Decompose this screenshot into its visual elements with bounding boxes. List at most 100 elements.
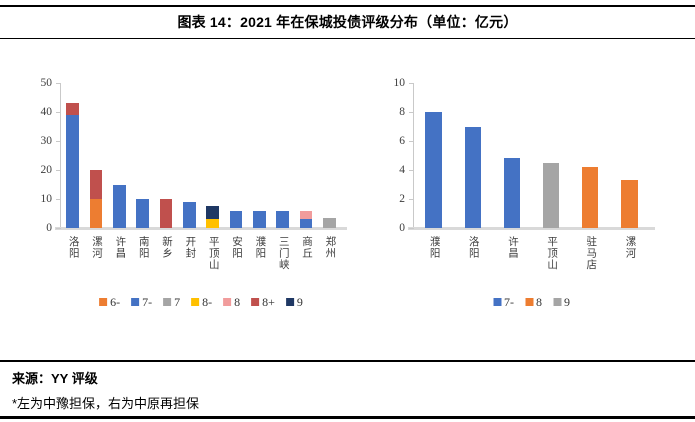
bar-segment-rating-8--平顶山 [206,219,220,228]
legend-swatch-icon [251,298,260,306]
legend-item-rating-7-: 7- [131,296,152,308]
x-axis-category-label: 漯河 [84,236,107,259]
bar-segment-rating-7--洛阳 [464,126,481,228]
bar-segment-rating-8-商丘 [299,210,313,220]
y-axis-tick-label: 40 [40,105,53,118]
x-axis-line [408,227,655,230]
y-axis-tick-label: 10 [393,76,406,89]
legend-item-rating-8+: 8+ [251,296,275,308]
x-axis-category-text: 开封 [184,236,196,259]
legend-label: 7 [174,295,181,309]
footnote-text: *左为中豫担保，右为中原再担保 [12,396,200,411]
bottom-rule [0,416,695,419]
chart-legend: 7- 8 9 [493,296,570,308]
y-axis-tick-mark [56,111,61,113]
x-axis-category-label: 开封 [178,236,201,259]
bar-segment-rating-7--濮阳 [252,210,266,228]
bar-segment-rating-7--商丘 [299,219,313,228]
x-axis-category-label: 新乡 [154,236,177,259]
legend-label: 9 [564,295,570,309]
legend-swatch-icon [163,298,172,306]
legend-swatch-icon [223,298,232,306]
legend-label: 7- [142,295,153,309]
legend-label: 9 [296,295,303,309]
x-axis-category-text: 驻马店 [585,236,597,271]
y-axis-tick-mark [56,169,61,171]
legend-item-rating-7: 7 [163,296,180,308]
y-axis-tick-label: 50 [40,76,53,89]
y-axis-tick-label: 2 [399,192,405,205]
y-axis-tick-mark [409,111,414,113]
y-axis-tick-label: 4 [399,163,405,176]
bar-segment-rating-6--漯河 [89,199,103,228]
x-axis-category-text: 商丘 [301,236,313,259]
legend-swatch-icon [99,298,108,306]
legend-label: 8 [536,295,542,309]
x-axis-category-label: 洛阳 [61,236,84,259]
x-axis-category-label: 三门峡 [271,236,294,271]
legend-item-rating-9: 9 [285,295,303,309]
x-axis-category-label: 许昌 [492,236,531,259]
y-axis-tick-label: 30 [40,134,53,147]
bar-segment-rating-8+-漯河 [89,170,103,199]
bar-segment-rating-7--许昌 [503,158,521,228]
footer-divider-rule [0,360,695,362]
x-axis-category-text: 南阳 [137,236,149,259]
legend-label: 8- [202,295,213,309]
legend-item-rating-6-: 6- [99,296,120,308]
x-axis-category-label: 郑州 [318,236,341,259]
x-axis-category-label: 平顶山 [532,236,571,271]
x-axis-category-label: 驻马店 [571,236,610,271]
x-axis-category-text: 濮阳 [254,236,266,259]
x-axis-category-label: 洛阳 [453,236,492,259]
bar-segment-rating-8+-新乡 [159,199,173,228]
x-axis-category-label: 漯河 [610,236,649,259]
x-axis-category-text: 洛阳 [467,236,479,259]
legend-swatch-icon [553,298,561,306]
bar-segment-rating-7--濮阳 [425,112,442,228]
bar-segment-rating-8+-洛阳 [66,103,80,115]
y-axis-tick-label: 8 [399,105,405,118]
x-axis-category-label: 平顶山 [201,236,224,271]
y-axis-tick-label: 10 [40,192,53,205]
bar-segment-rating-9-平顶山 [542,162,560,228]
legend-swatch-icon [131,298,140,306]
x-axis-category-label: 安阳 [224,236,247,259]
x-axis-category-text: 许昌 [114,236,126,259]
x-axis-line [55,227,347,230]
x-axis-category-text: 濮阳 [428,236,440,259]
y-axis-tick-mark [56,198,61,200]
y-axis-tick-mark [56,82,61,84]
legend-item-rating-9: 9 [553,296,570,308]
left-stacked-bar-chart: 0 10 20 30 40 50 洛阳 漯河 许昌 南阳 新乡 开封 平顶山 安阳 濮阳 三门峡 商丘 郑州 6- 7… [41,77,347,308]
y-axis-tick-mark [409,82,414,84]
legend-swatch-icon [191,298,200,306]
legend-item-rating-8: 8 [223,296,240,308]
x-axis-category-text: 郑州 [324,236,336,259]
y-axis-tick-mark [409,227,414,229]
y-axis-tick-mark [409,169,414,171]
x-axis-category-label: 濮阳 [248,236,271,259]
x-axis-category-text: 许昌 [506,236,518,259]
legend-label: 8 [234,295,241,309]
bar-segment-rating-7--洛阳 [66,114,80,228]
x-axis-category-text: 三门峡 [277,236,289,271]
x-axis-category-text: 平顶山 [546,236,558,271]
bar-segment-rating-7--许昌 [112,184,126,228]
chart-legend: 6- 7- 7 8- 8 8+ 9 [99,296,303,308]
bar-segment-rating-9-平顶山 [206,206,220,220]
legend-swatch-icon [493,298,501,306]
bar-segment-rating-8-漯河 [621,180,638,228]
y-axis-tick-mark [56,227,61,229]
bar-segment-rating-7--南阳 [136,199,150,228]
y-axis-tick-label: 20 [40,163,53,176]
x-axis-category-text: 平顶山 [207,236,219,271]
legend-label: 8+ [262,295,275,309]
y-axis-tick-label: 0 [399,221,405,234]
y-axis-tick-mark [56,140,61,142]
y-axis-tick-label: 0 [46,221,52,234]
bar-segment-rating-7-郑州 [322,218,336,228]
bar-segment-rating-8-驻马店 [582,167,599,228]
title-divider-rule [0,38,695,39]
